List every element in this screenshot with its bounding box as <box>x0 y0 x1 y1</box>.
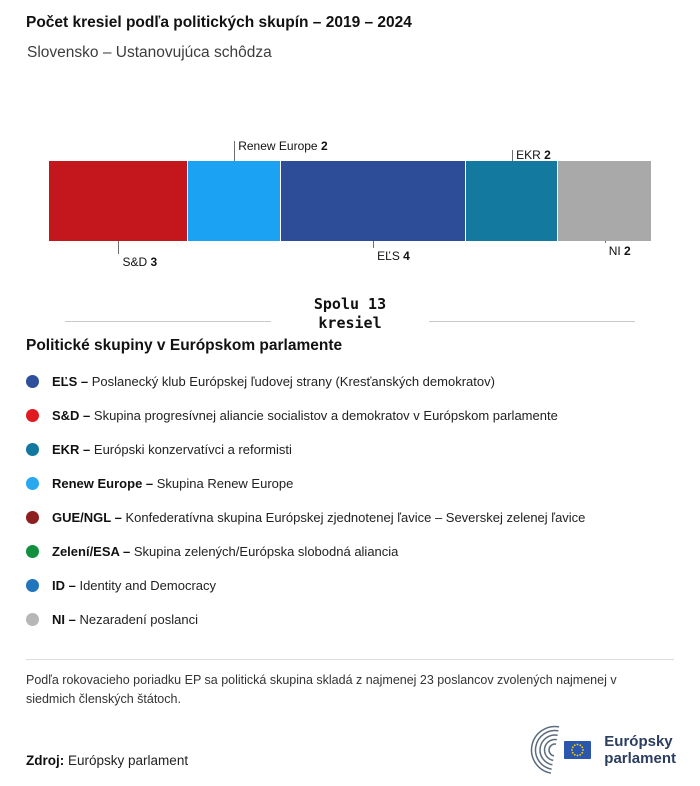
legend-item-renew: Renew Europe – Skupina Renew Europe <box>26 466 676 500</box>
bar-segment-ni <box>558 161 651 241</box>
page-subtitle: Slovensko – Ustanovujúca schôdza <box>27 44 272 61</box>
callout-line-ekr <box>512 150 514 161</box>
legend-item-greens: Zelení/ESA – Skupina zelených/Európska s… <box>26 534 676 568</box>
legend-dot-ni <box>26 612 39 626</box>
ep-logo-text-line1: Európsky <box>604 733 673 750</box>
total-divider-left <box>65 321 271 322</box>
ep-logo-text-line2: parlament <box>604 750 676 767</box>
ep-logo-mark <box>531 725 592 774</box>
source-value: Európsky parlament <box>68 753 189 768</box>
source-label: Zdroj: <box>26 753 65 768</box>
callout-label-sd: S&D 3 <box>122 255 158 269</box>
callout-line-sd <box>118 241 120 254</box>
footnote: Podľa rokovacieho poriadku EP sa politic… <box>26 673 617 707</box>
total-block: Spolu 13 kresiel <box>49 294 651 340</box>
legend-dot-gue <box>26 510 39 524</box>
legend-label-greens: Zelení/ESA – Skupina zelených/Európska s… <box>52 543 399 559</box>
legend-item-gue: GUE/NGL – Konfederatívna skupina Európsk… <box>26 500 676 534</box>
legend-label-renew: Renew Europe – Skupina Renew Europe <box>52 475 294 491</box>
callout-label-els: EĽS 4 <box>377 249 410 263</box>
legend-label-id: ID – Identity and Democracy <box>52 577 217 593</box>
legend-label-ekr: EKR – Európski konzervatívci a reformist… <box>52 441 292 457</box>
callout-label-renew: Renew Europe 2 <box>238 139 328 153</box>
legend-dot-els <box>26 374 39 388</box>
legend-dot-id <box>26 578 39 592</box>
footer-divider <box>26 659 674 660</box>
bar-segment-sd <box>49 161 188 241</box>
ep-logo-text: Európsky parlament <box>604 733 676 767</box>
legend-label-gue: GUE/NGL – Konfederatívna skupina Európsk… <box>52 509 586 525</box>
bar-segment-renew <box>187 161 281 241</box>
total-label-line2: kresiel <box>318 314 382 332</box>
eu-flag-icon <box>564 741 592 759</box>
legend-item-sd: S&D – Skupina progresívnej aliancie soci… <box>26 398 676 432</box>
legend-item-ni: NI – Nezaradení poslanci <box>26 602 676 636</box>
callout-line-ni <box>604 241 606 243</box>
legend-item-ekr: EKR – Európski konzervatívci a reformist… <box>26 432 676 466</box>
callout-label-ekr: EKR 2 <box>516 148 551 162</box>
legend-item-id: ID – Identity and Democracy <box>26 568 676 602</box>
legend-label-ni: NI – Nezaradení poslanci <box>52 611 198 627</box>
stacked-bar <box>49 161 651 241</box>
legend-dot-greens <box>26 544 39 558</box>
total-divider-right <box>429 321 635 322</box>
callout-label-ni: NI 2 <box>608 244 631 258</box>
legend-label-sd: S&D – Skupina progresívnej aliancie soci… <box>52 407 558 423</box>
source-line: Zdroj: Európsky parlament <box>26 753 188 768</box>
seat-chart: S&D 3 Renew Europe 2 EĽS 4 EKR 2 NI 2 <box>49 130 651 280</box>
legend-label-els: EĽS – Poslanecký klub Európskej ľudovej … <box>52 373 495 389</box>
bar-segment-ekr <box>465 161 559 241</box>
legend-heading: Politické skupiny v Európskom parlamente <box>26 337 343 354</box>
ep-logo: Európsky parlament <box>528 722 676 778</box>
callout-line-els <box>373 241 375 248</box>
legend-dot-ekr <box>26 442 39 456</box>
total-label: Spolu 13 kresiel <box>49 295 651 333</box>
legend-item-els: EĽS – Poslanecký klub Európskej ľudovej … <box>26 364 676 398</box>
legend-dot-renew <box>26 476 39 490</box>
page-title: Počet kresiel podľa politických skupín –… <box>26 14 412 31</box>
hemicycle-icon <box>531 725 560 774</box>
legend-dot-sd <box>26 408 39 422</box>
total-label-line1: Spolu 13 <box>313 295 387 313</box>
callout-line-renew <box>234 141 236 161</box>
bar-segment-els <box>280 161 466 241</box>
legend-list: EĽS – Poslanecký klub Európskej ľudovej … <box>26 364 676 636</box>
